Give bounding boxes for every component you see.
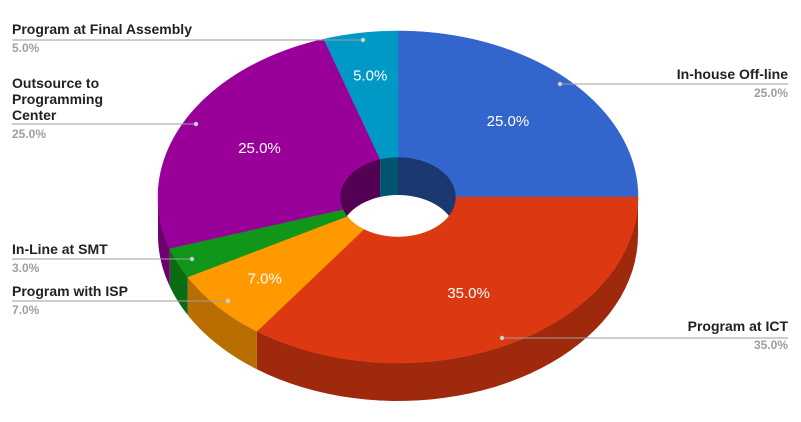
callout-percent: 7.0% [12,303,40,317]
leader-dot [360,37,366,43]
chart-top [157,30,639,364]
side-wall-outsource-to-programming-center [158,197,170,287]
callout-label: Program at ICT [688,318,789,334]
slice-labels: 25.0% 35.0% 7.0% 25.0% 5.0% [238,68,529,302]
side-wall-program-with-isp [187,276,257,370]
slice-program-at-final-assembly [323,30,399,160]
callout-label: In-Line at SMT [12,241,108,257]
callout-in-house-off-line: In-house Off-line 25.0% [557,66,788,100]
callout-label: Outsource to [12,75,99,91]
slice-value-label: 35.0% [447,285,490,302]
callouts: Program at Final Assembly 5.0% Outsource t… [12,21,788,352]
callout-percent: 3.0% [12,261,40,275]
callout-program-at-ict: Program at ICT 35.0% [499,318,789,352]
leader-dot [499,335,505,341]
inner-wall-outsource-to-programming-center [340,158,381,235]
callout-label: Program with ISP [12,283,128,299]
side-wall-in-line-at-smt [169,248,188,315]
callout-percent: 5.0% [12,41,40,55]
leader-dot [225,298,231,304]
callout-program-with-isp: Program with ISP 7.0% [12,283,231,317]
callout-in-line-at-smt: In-Line at SMT 3.0% [12,241,195,275]
slice-value-label: 7.0% [248,270,282,287]
callout-percent: 25.0% [754,86,788,100]
callout-percent: 35.0% [754,338,788,352]
callout-program-at-final-assembly: Program at Final Assembly 5.0% [12,21,366,55]
leader-dot [189,256,195,262]
slice-value-label: 25.0% [238,140,281,157]
callout-label: Program at Final Assembly [12,21,192,37]
callout-label: Programming [12,91,103,107]
callout-label: In-house Off-line [677,66,788,82]
callout-label: Center [12,107,57,123]
inner-wall-program-at-final-assembly [380,157,398,197]
callout-percent: 25.0% [12,127,46,141]
inner-wall-in-house-off-line [398,157,456,235]
chart-depth [158,157,638,401]
slice-value-label: 25.0% [487,113,530,130]
leader-dot [557,81,563,87]
slice-value-label: 5.0% [353,68,387,85]
side-wall-program-at-ict [256,197,638,401]
leader-dot [193,121,199,127]
